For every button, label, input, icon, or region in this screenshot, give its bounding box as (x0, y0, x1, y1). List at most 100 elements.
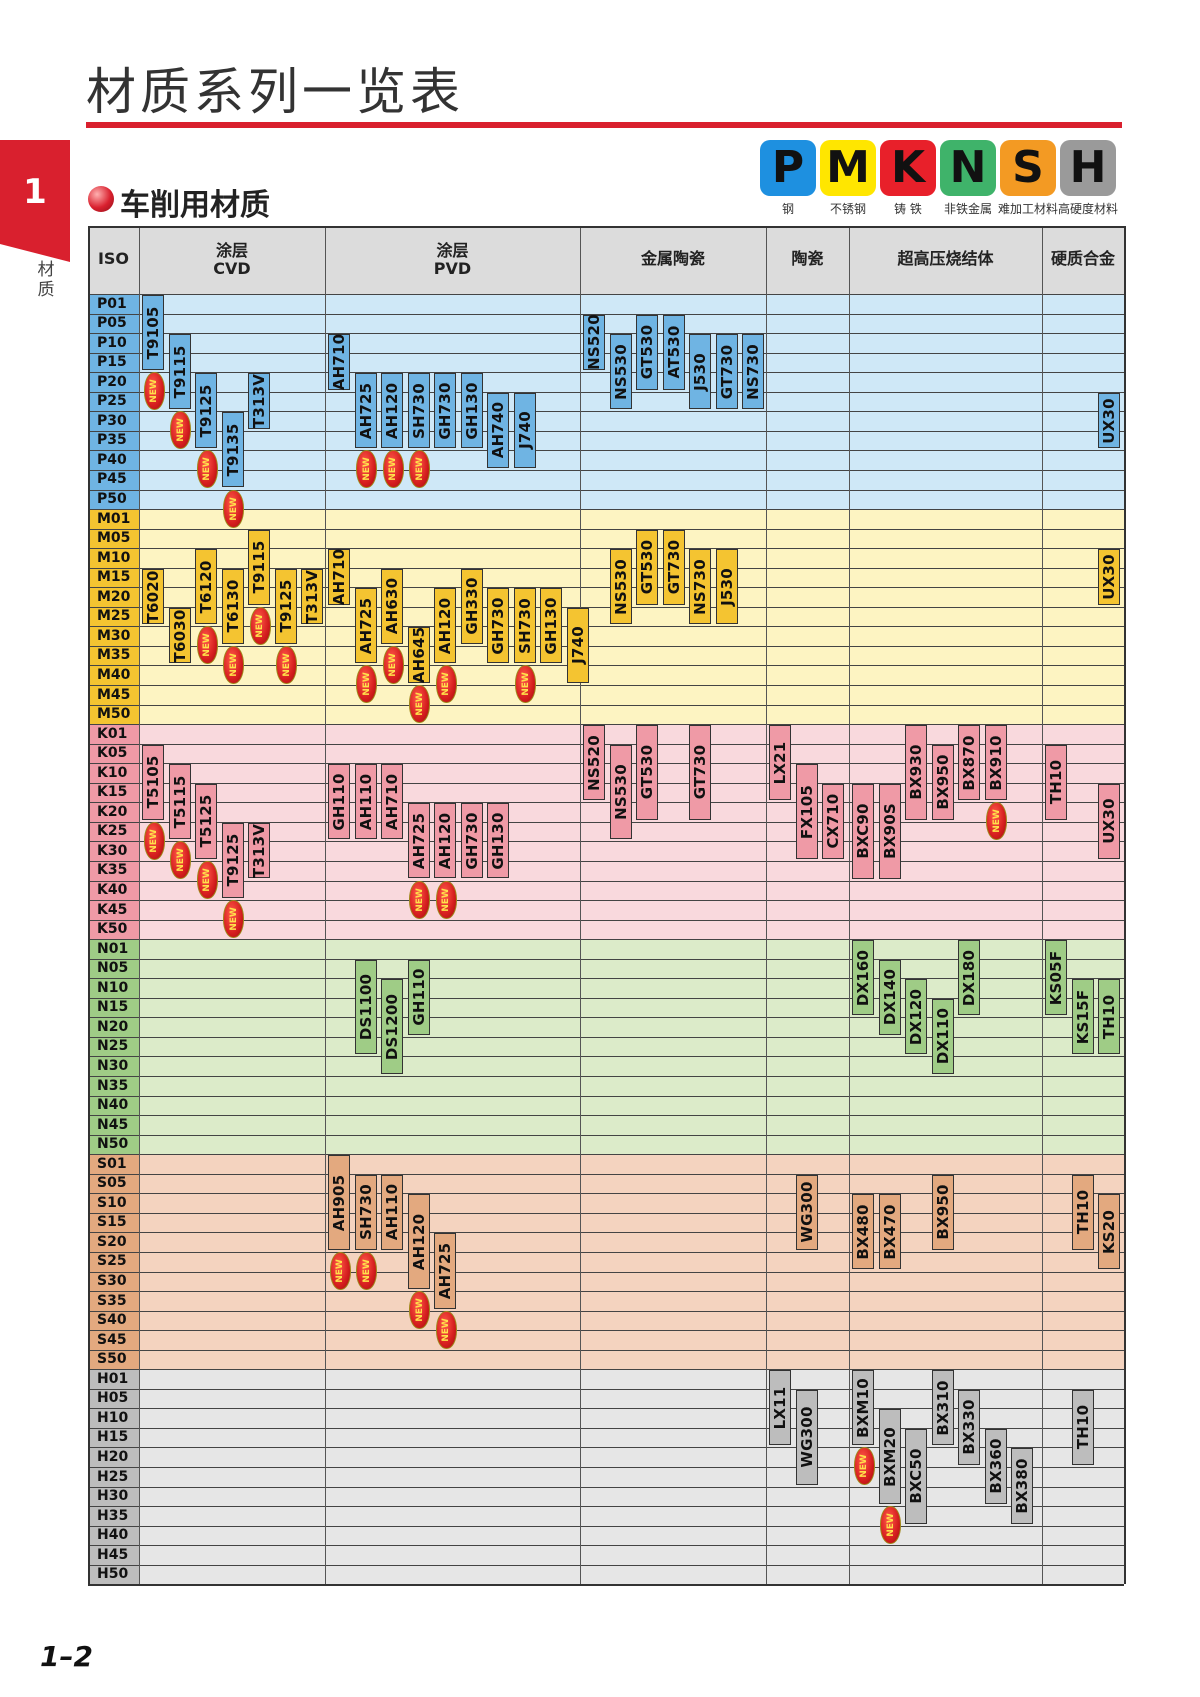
grade-bar-j740[interactable]: J740 (513, 392, 536, 468)
grade-bar-j740[interactable]: J740 (566, 607, 589, 683)
grade-bar-bx480[interactable]: BX480 (852, 1194, 874, 1270)
grade-bar-t313v[interactable]: T313V (248, 373, 270, 429)
grade-bar-ah740[interactable]: AH740 (487, 392, 509, 468)
grade-bar-ah905[interactable]: AH905 (328, 1155, 350, 1250)
grade-bar-th10[interactable]: TH10 (1071, 1389, 1094, 1465)
grade-bar-bx470[interactable]: BX470 (878, 1194, 901, 1270)
grade-bar-ks05f[interactable]: KS05F (1045, 940, 1067, 1016)
grade-bar-dx110[interactable]: DX110 (931, 998, 954, 1074)
grade-bar-ah725[interactable]: AH725 (354, 588, 377, 664)
grade-bar-gh730[interactable]: GH730 (434, 373, 456, 449)
grade-bar-gh730[interactable]: GH730 (460, 803, 483, 879)
grade-bar-t5115[interactable]: T5115 (168, 764, 191, 840)
grade-bar-ks15f[interactable]: KS15F (1071, 979, 1094, 1055)
grade-bar-gh730[interactable]: GH730 (487, 588, 509, 664)
grade-bar-ah725[interactable]: AH725 (354, 373, 377, 449)
grade-bar-th10[interactable]: TH10 (1071, 1174, 1094, 1250)
grade-bar-t6020[interactable]: T6020 (142, 568, 164, 625)
grade-bar-ux30[interactable]: UX30 (1098, 549, 1120, 605)
grade-bar-bx910[interactable]: BX910 (984, 725, 1007, 801)
grade-bar-ah710[interactable]: AH710 (328, 549, 350, 605)
grade-bar-t6130[interactable]: T6130 (221, 568, 244, 644)
grade-bar-lx11[interactable]: LX11 (769, 1370, 791, 1446)
grade-bar-dx140[interactable]: DX140 (878, 959, 901, 1035)
grade-bar-gt530[interactable]: GT530 (636, 725, 658, 820)
grade-bar-dx180[interactable]: DX180 (958, 940, 980, 1016)
grade-bar-at530[interactable]: AT530 (662, 314, 685, 390)
grade-bar-t6120[interactable]: T6120 (195, 549, 217, 625)
grade-bar-gh130[interactable]: GH130 (460, 373, 483, 449)
grade-bar-dx160[interactable]: DX160 (852, 940, 874, 1016)
grade-bar-sh730[interactable]: SH730 (354, 1174, 377, 1250)
grade-bar-cx710[interactable]: CX710 (822, 783, 844, 859)
grade-bar-t9135[interactable]: T9135 (221, 412, 244, 488)
grade-bar-bx380[interactable]: BX380 (1011, 1448, 1033, 1524)
grade-bar-wg300[interactable]: WG300 (795, 1174, 818, 1250)
grade-bar-ns530[interactable]: NS530 (609, 549, 632, 625)
grade-bar-ah710[interactable]: AH710 (381, 764, 403, 840)
grade-bar-ux30[interactable]: UX30 (1098, 392, 1120, 449)
grade-bar-fx105[interactable]: FX105 (795, 764, 818, 859)
grade-bar-ah725[interactable]: AH725 (407, 803, 430, 879)
grade-bar-gh130[interactable]: GH130 (487, 803, 509, 879)
grade-bar-gh130[interactable]: GH130 (540, 588, 562, 664)
grade-bar-bx90s[interactable]: BX90S (878, 783, 901, 879)
grade-bar-bxm10[interactable]: BXM10 (852, 1370, 874, 1446)
grade-bar-dx120[interactable]: DX120 (905, 979, 927, 1055)
grade-bar-ah645[interactable]: AH645 (407, 627, 430, 683)
grade-bar-lx21[interactable]: LX21 (769, 725, 791, 801)
grade-bar-t313v[interactable]: T313V (248, 822, 270, 879)
grade-bar-gt730[interactable]: GT730 (662, 529, 685, 605)
grade-bar-bx930[interactable]: BX930 (905, 725, 927, 820)
grade-bar-j530[interactable]: J530 (689, 334, 711, 410)
grade-bar-ns530[interactable]: NS530 (609, 744, 632, 840)
grade-bar-ah110[interactable]: AH110 (381, 1174, 403, 1250)
grade-bar-ah120[interactable]: AH120 (434, 803, 456, 879)
chapter-tab[interactable] (0, 140, 70, 262)
grade-bar-t9105[interactable]: T9105 (142, 295, 164, 371)
grade-bar-ah710[interactable]: AH710 (328, 334, 350, 390)
grade-bar-ah725[interactable]: AH725 (434, 1233, 456, 1309)
grade-bar-gh330[interactable]: GH330 (460, 568, 483, 644)
grade-bar-t5105[interactable]: T5105 (142, 744, 164, 820)
grade-bar-ah120[interactable]: AH120 (407, 1194, 430, 1290)
grade-bar-t9125[interactable]: T9125 (221, 822, 244, 899)
grade-bar-sh730[interactable]: SH730 (407, 373, 430, 449)
grade-bar-gh110[interactable]: GH110 (328, 764, 350, 840)
grade-bar-gh110[interactable]: GH110 (407, 959, 430, 1035)
grade-bar-ns530[interactable]: NS530 (609, 334, 632, 410)
grade-bar-gt530[interactable]: GT530 (636, 529, 658, 605)
grade-bar-bx950[interactable]: BX950 (931, 1174, 954, 1250)
grade-bar-ah120[interactable]: AH120 (381, 373, 403, 449)
grade-bar-bxm20[interactable]: BXM20 (878, 1409, 901, 1505)
grade-bar-t9115[interactable]: T9115 (168, 334, 191, 410)
grade-bar-gt530[interactable]: GT530 (636, 314, 658, 390)
grade-bar-ds1100[interactable]: DS1100 (354, 959, 377, 1055)
grade-bar-ks20[interactable]: KS20 (1098, 1194, 1120, 1270)
grade-bar-ux30[interactable]: UX30 (1098, 783, 1120, 859)
grade-bar-bx360[interactable]: BX360 (984, 1428, 1007, 1505)
grade-bar-bxc50[interactable]: BXC50 (905, 1428, 927, 1524)
grade-bar-t9115[interactable]: T9115 (248, 529, 270, 605)
grade-bar-ds1200[interactable]: DS1200 (381, 979, 403, 1074)
grade-bar-th10[interactable]: TH10 (1045, 744, 1067, 820)
grade-bar-bx870[interactable]: BX870 (958, 725, 980, 801)
grade-bar-t6030[interactable]: T6030 (168, 607, 191, 664)
grade-bar-ns520[interactable]: NS520 (583, 725, 605, 801)
grade-bar-ns730[interactable]: NS730 (689, 549, 711, 625)
grade-bar-gt730[interactable]: GT730 (715, 334, 738, 410)
grade-bar-gt730[interactable]: GT730 (689, 725, 711, 820)
grade-bar-bxc90[interactable]: BXC90 (852, 783, 874, 879)
grade-bar-bx950[interactable]: BX950 (931, 744, 954, 820)
grade-bar-th10[interactable]: TH10 (1098, 979, 1120, 1055)
grade-bar-t5125[interactable]: T5125 (195, 783, 217, 859)
grade-bar-t9125[interactable]: T9125 (195, 373, 217, 449)
grade-bar-t9125[interactable]: T9125 (274, 568, 297, 644)
grade-bar-bx330[interactable]: BX330 (958, 1389, 980, 1465)
grade-bar-ah630[interactable]: AH630 (381, 568, 403, 644)
grade-bar-wg300[interactable]: WG300 (795, 1389, 818, 1485)
grade-bar-t313v[interactable]: T313V (301, 568, 323, 625)
grade-bar-j530[interactable]: J530 (715, 549, 738, 625)
grade-bar-ns730[interactable]: NS730 (742, 334, 764, 410)
grade-bar-sh730[interactable]: SH730 (513, 588, 536, 664)
